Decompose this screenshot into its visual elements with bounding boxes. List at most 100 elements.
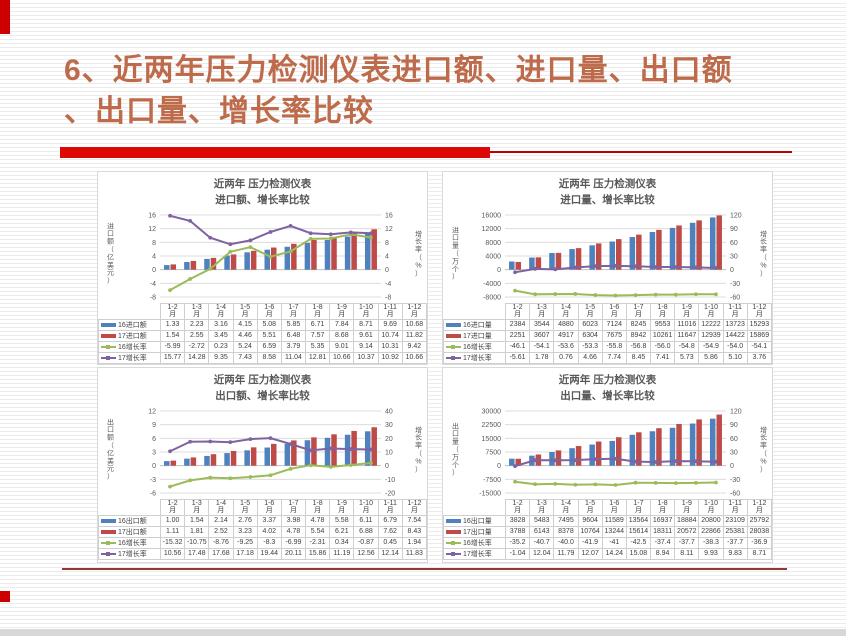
value-cell: 3.37: [256, 514, 282, 527]
table-row: 16增长率 -35.2 -40.7 -40.0 -41.9 -41 -42.5 -37.4 -3…: [443, 536, 773, 549]
x-axis-label: 1-7 月: [280, 302, 307, 320]
bar-16进口额: [344, 236, 351, 270]
marker-17增长率: [513, 463, 517, 468]
value-cell: 8.43: [401, 525, 428, 538]
title-underline-thick: [60, 147, 490, 158]
value-cell: 18884: [674, 514, 700, 527]
right-axis-tick: 0: [385, 267, 389, 274]
value-cell: 5.86: [698, 351, 724, 364]
x-axis-label: 1-6 月: [601, 302, 627, 320]
series-key: 17出口额: [98, 525, 161, 538]
x-axis-label: 1-9 月: [329, 302, 355, 320]
bar-16进口量: [509, 261, 515, 270]
x-axis-label: 1-8 月: [650, 302, 676, 320]
bar-16进口额: [264, 249, 270, 270]
table-row: 16增长率 -46.1 -54.1 -53.6 -53.3 -55.8 -56.8 -56.0…: [443, 340, 773, 353]
value-cell: 5.54: [305, 525, 331, 538]
value-cell: -40.0: [553, 536, 579, 549]
right-axis-tick: -30: [730, 476, 740, 483]
marker-17增长率: [288, 441, 293, 446]
value-cell: 2.14: [208, 514, 234, 527]
value-cell: 11.82: [401, 329, 428, 342]
x-axis-label: 1-6 月: [256, 498, 282, 516]
value-cell: 8.94: [650, 547, 676, 560]
series-name: 16进口量: [463, 321, 492, 329]
marker-16增长率: [328, 236, 333, 240]
marker-17增长率: [573, 457, 578, 462]
marker-17增长率: [308, 230, 313, 235]
marker-16增长率: [673, 480, 678, 485]
right-axis-tick: 60: [730, 435, 738, 442]
marker-17增长率: [369, 230, 373, 235]
bar-16出口额: [284, 443, 291, 466]
legend-bar-swatch-icon: [446, 530, 461, 535]
bar-16出口量: [509, 458, 515, 466]
bar-16出口量: [569, 447, 575, 466]
x-axis-label: 1-12 月: [401, 498, 428, 516]
value-cell: -15.32: [159, 536, 186, 549]
legend-bar-swatch-icon: [446, 334, 461, 339]
marker-16增长率: [533, 481, 538, 486]
value-cell: 7.74: [601, 351, 627, 364]
x-axis-label: 1-11 月: [722, 302, 748, 320]
legend-marker-icon: [106, 356, 110, 361]
bar-17进口额: [311, 239, 317, 270]
y-axis-title-left: 出 口 量 （ 万 个 ）: [452, 423, 459, 477]
value-cell: -5.99: [159, 340, 186, 353]
right-axis-tick: 12: [385, 226, 393, 233]
value-cell: 10.92: [377, 351, 403, 364]
marker-16增长率: [573, 291, 578, 296]
marker-16增长率: [533, 291, 538, 296]
marker-17增长率: [533, 266, 538, 271]
x-axis-label: 1-4 月: [553, 302, 579, 320]
value-cell: 12.81: [305, 351, 331, 364]
table-row: 16增长率 -15.32 -10.75 -8.76 -9.25 -8.3 -6.99 -2.3…: [98, 536, 428, 549]
legend-marker-icon: [451, 356, 455, 361]
x-axis-label: 1-7 月: [625, 302, 652, 320]
left-axis-tick: 12000: [482, 226, 502, 233]
bar-16进口量: [649, 231, 656, 270]
legend-marker-icon: [451, 541, 455, 546]
bar-16出口量: [689, 423, 696, 466]
bar-17出口量: [616, 436, 622, 466]
value-cell: 5.85: [280, 318, 307, 331]
left-axis-tick: 30000: [482, 408, 502, 415]
value-cell: 15293: [746, 318, 773, 331]
bar-17进口量: [616, 238, 622, 270]
value-cell: -37.7: [722, 536, 748, 549]
value-cell: 9.69: [377, 318, 403, 331]
left-axis-tick: -8: [150, 294, 156, 301]
value-cell: 17.18: [232, 547, 258, 560]
x-axis-label: 1-4 月: [553, 498, 579, 516]
marker-17增长率: [633, 459, 638, 463]
x-axis-label: 1-9 月: [674, 498, 700, 516]
legend-bar-swatch-icon: [101, 519, 116, 524]
bar-16进口额: [284, 246, 291, 270]
chart-canvas: 16 16 12 12 8 8 4 4 0 0 -4 -4 -8 -8 进 口 额 （ 亿 美 元 ） 增…: [98, 209, 427, 303]
bar-17进口量: [636, 234, 642, 270]
marker-16增长率: [288, 248, 293, 253]
marker-16增长率: [714, 291, 718, 296]
marker-17增长率: [348, 446, 353, 451]
value-cell: -6.99: [280, 536, 307, 549]
value-cell: -38.3: [698, 536, 724, 549]
marker-17增长率: [208, 235, 213, 240]
value-cell: 9.35: [208, 351, 234, 364]
value-cell: -42.5: [625, 536, 652, 549]
left-axis-tick: -7500: [483, 476, 501, 483]
value-cell: 6.11: [353, 514, 379, 527]
x-axis-label: 1-3 月: [529, 498, 555, 516]
value-cell: 23109: [722, 514, 748, 527]
bar-17进口量: [535, 256, 542, 270]
value-cell: 1.94: [401, 536, 428, 549]
series-name: 16增长率: [463, 343, 492, 351]
right-axis-tick: 30: [730, 253, 738, 260]
value-cell: -56.8: [625, 340, 652, 353]
series-key: 16增长率: [443, 536, 506, 549]
marker-16增长率: [228, 475, 233, 480]
marker-17增长率: [573, 265, 578, 269]
table-row: 16进口量 2384 3544 4880 6023 7124 8245 9553 11016 12…: [443, 318, 773, 331]
value-cell: 8942: [625, 329, 652, 342]
table-row: 17出口额 1.11 1.81 2.52 3.23 4.02 4.78 5.54 6.21 6.8…: [98, 525, 428, 538]
value-cell: 9.93: [698, 547, 724, 560]
